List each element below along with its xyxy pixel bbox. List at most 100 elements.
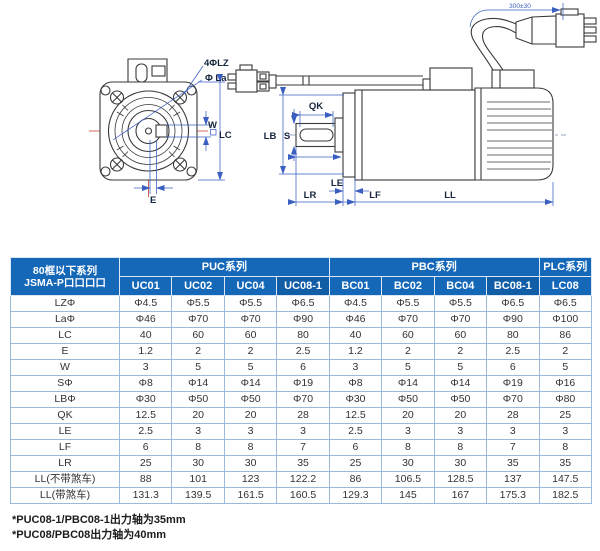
table-cell: 160.5	[276, 487, 330, 504]
row-label: LF	[10, 439, 120, 456]
table-cell: 8	[381, 439, 435, 456]
model-column-header: UC01	[118, 276, 173, 296]
table-cell: 8	[171, 439, 225, 456]
table-cell: 1.2	[328, 343, 383, 360]
motor-side-view: 300±30 LB S QK LE LR LF LL	[264, 3, 597, 206]
table-cell: 139.5	[171, 487, 225, 504]
row-label: QK	[10, 407, 120, 424]
table-cell: 86	[538, 327, 592, 344]
table-cell: 2.5	[276, 343, 330, 360]
rear-housing	[474, 87, 554, 181]
footnotes: *PUC08-1/PBC08-1出力轴为35mm *PUC08/PBC08出力轴…	[12, 513, 600, 543]
table-cell: 3	[328, 359, 383, 376]
table-cell: 28	[486, 407, 540, 424]
table-cell: 161.5	[223, 487, 278, 504]
table-cell: 3	[118, 359, 173, 376]
cable-length-label: 300±30	[509, 3, 531, 10]
table-cell: 6	[486, 359, 540, 376]
table-cell: 106.5	[381, 471, 435, 488]
row-label: LaΦ	[10, 311, 120, 328]
cable-gland	[429, 67, 473, 91]
flange-square	[99, 81, 198, 181]
motor-front-view: 4ΦLZ Φ La W LC E	[89, 58, 423, 206]
table-cell: 8	[538, 439, 592, 456]
table-cell: 25	[328, 455, 383, 472]
row-label: SΦ	[10, 375, 120, 392]
table-cell: Φ5.5	[381, 295, 435, 312]
table-cell: 167	[433, 487, 488, 504]
table-cell: 2.5	[118, 423, 173, 440]
table-cell: Φ5.5	[223, 295, 278, 312]
flange-plate	[342, 92, 356, 178]
square-symbol	[210, 129, 217, 136]
table-cell: 1.2	[118, 343, 173, 360]
row-label: LE	[10, 423, 120, 440]
table-row: LC 40 60 60 80 40 60 60 80 86	[10, 327, 592, 344]
table-cell: Φ14	[171, 375, 225, 392]
keyway	[155, 124, 168, 138]
table-cell: 128.5	[433, 471, 488, 488]
table-cell: 80	[486, 327, 540, 344]
table-cell: Φ30	[328, 391, 383, 408]
table-cell: 35	[276, 455, 330, 472]
encoder-connector-block	[491, 69, 535, 89]
table-cell: 86	[328, 471, 383, 488]
motor-body	[354, 89, 476, 181]
table-cell: 3	[171, 423, 225, 440]
table-cell: Φ8	[118, 375, 173, 392]
table-cell: Φ70	[171, 311, 225, 328]
model-column-header: BC04	[433, 276, 488, 296]
table-cell: 3	[381, 423, 435, 440]
table-row: E 1.2 2 2 2.5 1.2 2 2 2.5 2	[10, 343, 592, 360]
row-label: LC	[10, 327, 120, 344]
table-cell: 7	[486, 439, 540, 456]
table-row: LE 2.5 3 3 3 2.5 3 3 3 3	[10, 423, 592, 440]
table-cell: 40	[118, 327, 173, 344]
table-cell: Φ6.5	[538, 295, 592, 312]
table-cell: 2.5	[328, 423, 383, 440]
table-row: LR 25 30 30 35 25 30 30 35 35	[10, 455, 592, 472]
table-cell: 30	[171, 455, 225, 472]
table-cell: 3	[276, 423, 330, 440]
table-cell: 60	[223, 327, 278, 344]
power-connector-icon	[227, 64, 423, 93]
table-cell: Φ19	[276, 375, 330, 392]
row-label: LZΦ	[10, 295, 120, 312]
table-row: SΦ Φ8 Φ14 Φ14 Φ19 Φ8 Φ14 Φ14 Φ19 Φ16	[10, 375, 592, 392]
table-cell: Φ50	[171, 391, 225, 408]
table-cell: 6	[328, 439, 383, 456]
table-cell: 12.5	[118, 407, 173, 424]
table-cell: 147.5	[538, 471, 592, 488]
table-cell: 6	[276, 359, 330, 376]
table-cell: 122.2	[276, 471, 330, 488]
key-length-label: QK	[309, 101, 323, 112]
model-column-header: UC02	[171, 276, 225, 296]
table-cell: 7	[276, 439, 330, 456]
table-cell: Φ90	[486, 311, 540, 328]
footnote-2: *PUC08/PBC08出力轴为40mm	[12, 529, 167, 541]
footnote-1: *PUC08-1/PBC08-1出力轴为35mm	[12, 514, 186, 526]
table-row: LL(带煞车) 131.3 139.5 161.5 160.5 129.3 145 167 17…	[10, 487, 592, 504]
table-cell: Φ16	[538, 375, 592, 392]
table-cell: Φ5.5	[171, 295, 225, 312]
rear-ribs	[487, 101, 552, 170]
table-cell: 182.5	[538, 487, 592, 504]
table-cell: 123	[223, 471, 278, 488]
table-cell: 5	[381, 359, 435, 376]
table-row: LF 6 8 8 7 6 8 8 7 8	[10, 439, 592, 456]
table-cell: 80	[276, 327, 330, 344]
table-cell: Φ70	[381, 311, 435, 328]
table-cell: 20	[171, 407, 225, 424]
table-cell: 40	[328, 327, 383, 344]
table-cell: Φ50	[381, 391, 435, 408]
table-cell: 6	[118, 439, 173, 456]
bolt-holes	[100, 85, 197, 177]
bolt-hole-leader	[183, 65, 204, 95]
table-cell: 129.3	[328, 487, 383, 504]
table-cell: Φ5.5	[433, 295, 488, 312]
table-cell: 131.3	[118, 487, 173, 504]
table-cell: 8	[433, 439, 488, 456]
key-slot	[299, 128, 334, 142]
table-cell: 60	[171, 327, 225, 344]
table-cell: 30	[381, 455, 435, 472]
